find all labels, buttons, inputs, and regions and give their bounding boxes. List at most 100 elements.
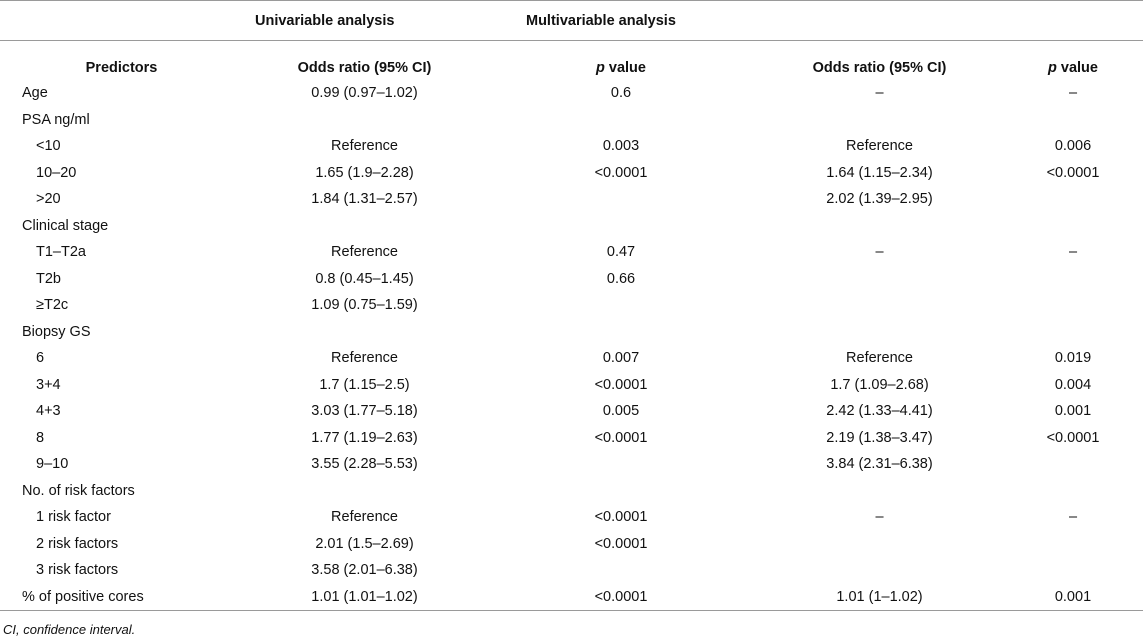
uni-p-value-cell [486,213,756,240]
uni-odds-ratio-cell: 3.55 (2.28–5.53) [311,456,418,472]
table-row: % of positive cores 1.01 (1.01–1.02) <0.00… [0,584,1143,611]
p-value-suffix: value [1056,60,1098,76]
uni-p-value-cell [486,107,756,134]
table-row: Clinical stage [0,213,1143,240]
uni-odds-ratio-cell: 1.65 (1.9–2.28) [315,164,414,181]
bottom-rule [0,610,1143,611]
multi-p-value-cell: – [1068,509,1078,525]
uni-odds-ratio-cell: 2.01 (1.5–2.69) [315,535,414,552]
multi-odds-ratio-cell: 2.42 (1.33–4.41) [826,403,933,419]
uni-odds-ratio-cell [243,107,486,134]
predictor-cell: 9–10 [36,456,69,472]
table-row: ≥T2c 1.09 (0.75–1.59) [0,292,1143,319]
uni-odds-ratio-cell: 1.7 (1.15–2.5) [319,376,410,393]
predictor-cell: 3 risk factors [36,562,119,578]
top-rule [0,0,1143,1]
uni-odds-ratio-column-header: Odds ratio (95% CI) [297,60,432,76]
multi-odds-ratio-cell [756,531,1003,558]
uni-p-value-cell: 0.003 [602,138,640,154]
multi-odds-ratio-cell: 2.02 (1.39–2.95) [826,191,933,207]
predictor-cell: T1–T2a [36,244,86,260]
table-row: Biopsy GS [0,319,1143,346]
predictor-cell: 3+4 [36,376,61,393]
p-italic: p [1048,60,1057,76]
multi-odds-ratio-column-header: Odds ratio (95% CI) [812,60,947,76]
uni-p-value-cell [486,478,756,505]
uni-odds-ratio-cell [243,478,486,505]
multi-p-value-cell: <0.0001 [1046,429,1100,446]
table-row: 10–20 1.65 (1.9–2.28) <0.0001 1.64 (1.15–2.… [0,160,1143,187]
uni-odds-ratio-cell: Reference [331,244,398,260]
multivariable-analysis-heading: Multivariable analysis [526,13,676,29]
table-row: 8 1.77 (1.19–2.63) <0.0001 2.19 (1.38–3.47)… [0,425,1143,452]
predictor-cell: ≥T2c [36,297,69,313]
multi-p-value-column-header: p value [1003,55,1143,82]
uni-p-value-cell [486,451,756,478]
predictor-cell: Biopsy GS [22,323,91,340]
uni-odds-ratio-cell: 0.8 (0.45–1.45) [315,270,414,287]
column-header-table: Predictors Odds ratio (95% CI) p value O… [0,55,1143,82]
multi-p-value-cell: 0.019 [1054,350,1092,366]
table-row: 9–10 3.55 (2.28–5.53) 3.84 (2.31–6.38) [0,451,1143,478]
multi-p-value-cell [1003,292,1143,319]
multi-odds-ratio-cell [756,213,1003,240]
multi-p-value-cell [1003,557,1143,584]
multi-odds-ratio-cell: 1.64 (1.15–2.34) [826,164,933,181]
p-value-suffix: value [604,60,646,76]
uni-odds-ratio-cell: 3.03 (1.77–5.18) [311,403,418,419]
predictor-cell: 2 risk factors [36,535,119,552]
multi-odds-ratio-cell: 2.19 (1.38–3.47) [826,429,933,446]
uni-p-value-cell [486,319,756,346]
multi-odds-ratio-cell: Reference [846,138,913,154]
predictor-cell: Age [22,85,48,101]
p-italic: p [596,60,605,76]
predictors-column-header: Predictors [85,60,158,76]
uni-p-value-column-header: p value [486,55,756,82]
multi-p-value-cell [1003,186,1143,213]
uni-p-value-cell: 0.66 [606,270,636,287]
predictor-cell: 6 [36,350,45,366]
uni-p-value-cell [486,557,756,584]
uni-odds-ratio-cell: 1.84 (1.31–2.57) [311,191,418,207]
uni-odds-ratio-cell: 0.99 (0.97–1.02) [311,85,418,101]
uni-p-value-cell: <0.0001 [594,376,648,393]
uni-odds-ratio-cell: Reference [331,350,398,366]
uni-p-value-cell: <0.0001 [594,535,648,552]
uni-p-value-cell: 0.005 [602,403,640,419]
uni-odds-ratio-cell: 1.09 (0.75–1.59) [311,297,418,313]
multi-p-value-cell: <0.0001 [1046,164,1100,181]
multi-p-value-cell: 0.004 [1054,376,1092,393]
multi-p-value-cell: 0.001 [1054,588,1092,605]
multi-p-value-cell: 0.001 [1054,403,1092,419]
multi-odds-ratio-cell: 1.7 (1.09–2.68) [830,376,929,393]
table-row: T1–T2a Reference 0.47 – – [0,239,1143,266]
predictor-cell: No. of risk factors [22,482,135,499]
uni-p-value-cell: <0.0001 [594,429,648,446]
group-header-table: Univariable analysis Multivariable analy… [0,8,1143,35]
multi-odds-ratio-cell: – [875,509,884,525]
empty-group-cell [0,8,243,35]
uni-odds-ratio-cell: Reference [331,138,398,154]
table-row: 6 Reference 0.007 Reference 0.019 [0,345,1143,372]
multi-odds-ratio-cell: 3.84 (2.31–6.38) [826,456,933,472]
table-row: Age 0.99 (0.97–1.02) 0.6 – – [0,80,1143,107]
footnote: CI, confidence interval. [3,622,136,637]
predictor-cell: PSA ng/ml [22,111,90,128]
multi-odds-ratio-cell [756,478,1003,505]
uni-p-value-cell: 0.6 [610,85,632,101]
uni-p-value-cell [486,292,756,319]
uni-p-value-cell: 0.007 [602,350,640,366]
uni-p-value-cell: <0.0001 [594,509,648,525]
predictor-cell: 8 [36,429,45,446]
predictor-cell: 4+3 [36,403,61,419]
multi-p-value-cell [1003,266,1143,293]
data-table-body: Age 0.99 (0.97–1.02) 0.6 – – PSA ng/ml <10 Refe… [0,80,1143,610]
predictor-cell: 1 risk factor [36,509,111,525]
multi-p-value-cell [1003,478,1143,505]
header-rule [0,40,1143,41]
multi-odds-ratio-cell [756,319,1003,346]
multi-p-value-cell [1003,319,1143,346]
uni-odds-ratio-cell [243,213,486,240]
uni-odds-ratio-cell: Reference [331,509,398,525]
table-row: <10 Reference 0.003 Reference 0.006 [0,133,1143,160]
